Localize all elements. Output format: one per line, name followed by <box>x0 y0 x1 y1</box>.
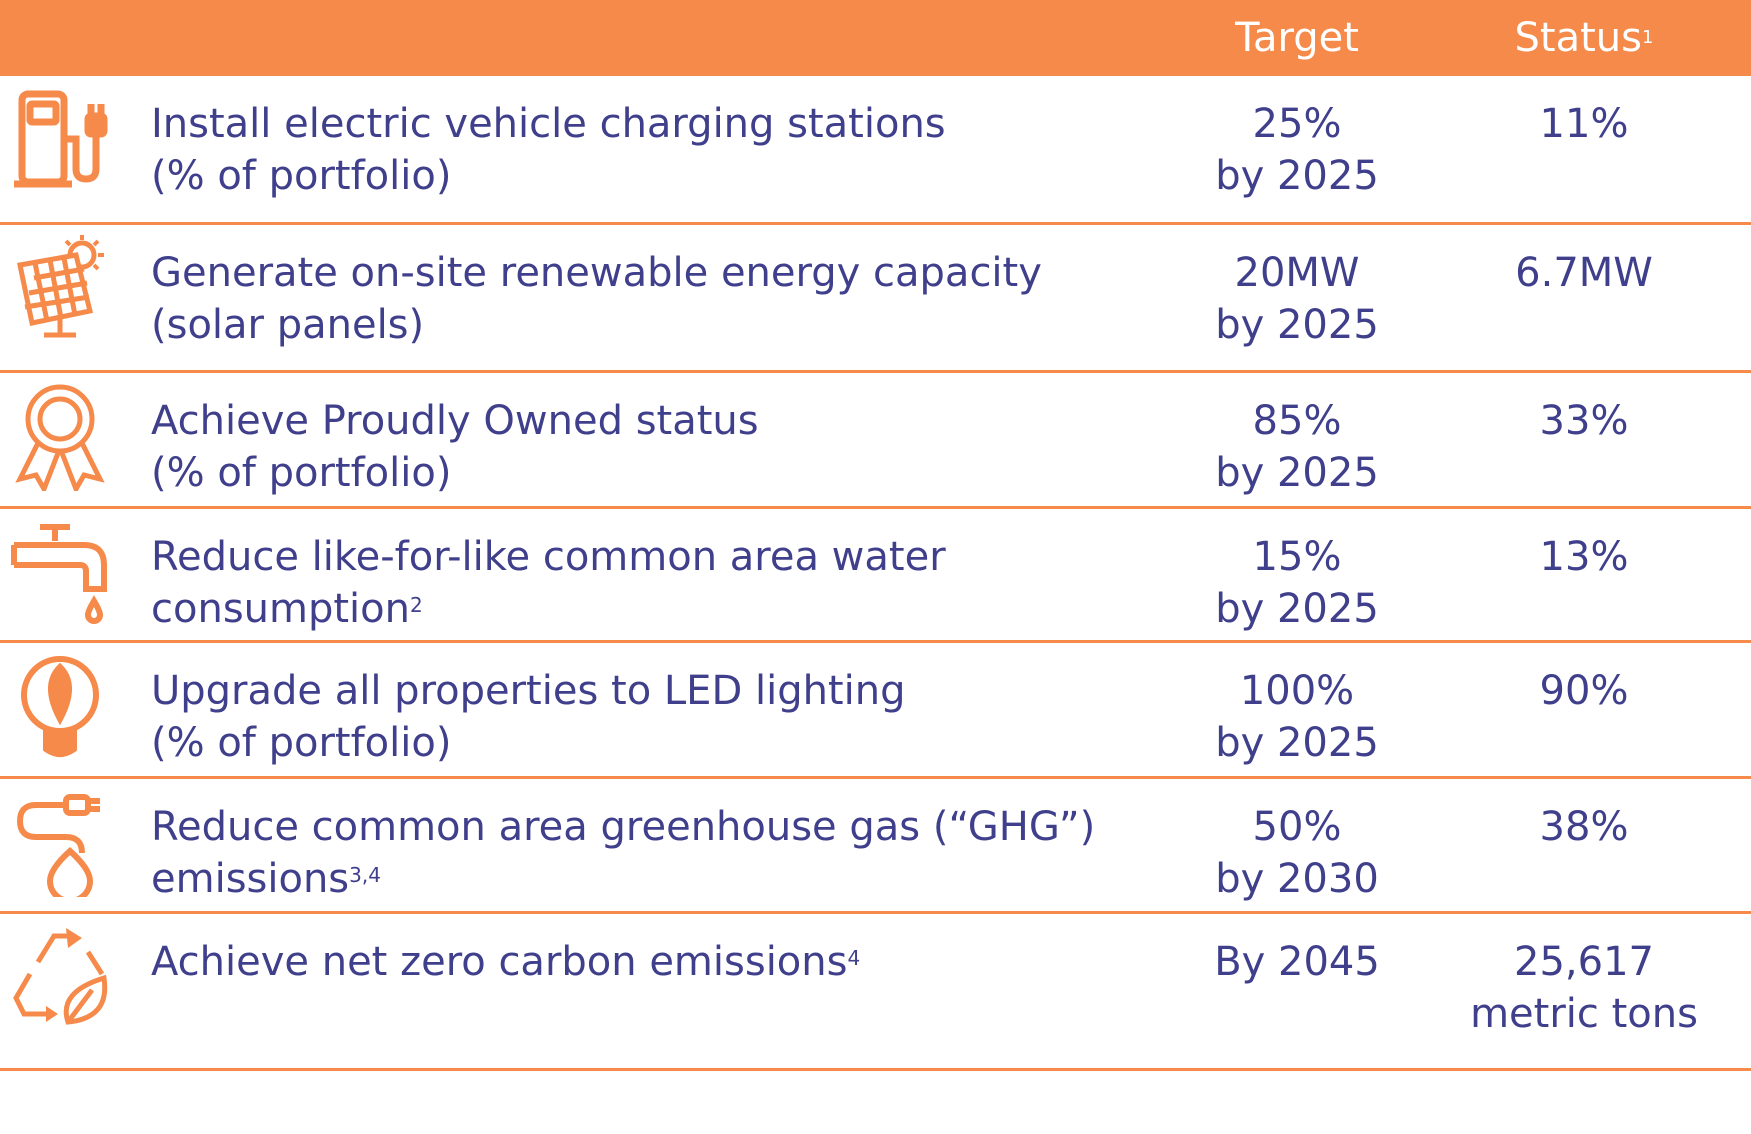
row-target: By 2045 <box>1214 939 1380 985</box>
row-status: 11% <box>1539 101 1629 147</box>
row-description: Achieve Proudly Owned status (% of portf… <box>151 398 759 496</box>
row-description: Install electric vehicle charging statio… <box>151 101 946 199</box>
row-description: Reduce common area greenhouse gas (“GHG”… <box>151 804 1096 902</box>
table-row: Reduce like-for-like common area water c… <box>0 509 1751 643</box>
footnote-marker: 2 <box>409 593 423 617</box>
row-target: 100% by 2025 <box>1215 668 1379 766</box>
row-description: Generate on-site renewable energy capaci… <box>151 250 1042 348</box>
row-status: 90% <box>1539 668 1629 714</box>
table-header: Target Status1 <box>0 0 1751 76</box>
table-row: Install electric vehicle charging statio… <box>0 76 1751 225</box>
row-target: 15% by 2025 <box>1215 534 1379 632</box>
row-target: 50% by 2030 <box>1215 804 1379 902</box>
row-target: 85% by 2025 <box>1215 398 1379 496</box>
recycle-leaf-icon <box>0 914 125 1068</box>
footnote-marker: 1 <box>1642 27 1654 48</box>
table-row: Generate on-site renewable energy capaci… <box>0 225 1751 373</box>
row-status: 25,617 metric tons <box>1470 939 1698 1037</box>
table-row: Upgrade all properties to LED lighting (… <box>0 643 1751 779</box>
table-row: Achieve net zero carbon emissions4 By 20… <box>0 914 1751 1071</box>
row-description: Upgrade all properties to LED lighting (… <box>151 668 906 766</box>
ev-charger-icon <box>0 76 125 222</box>
table-row: Achieve Proudly Owned status (% of portf… <box>0 373 1751 509</box>
targets-table: Target Status1 Install electric vehicle … <box>0 0 1751 1071</box>
row-status: 6.7MW <box>1515 250 1653 296</box>
row-target: 20MW by 2025 <box>1215 250 1379 348</box>
row-status: 38% <box>1539 804 1629 850</box>
green-energy-plug-icon <box>0 779 125 911</box>
row-status: 13% <box>1539 534 1629 580</box>
led-bulb-icon <box>0 643 125 776</box>
row-description: Achieve net zero carbon emissions4 <box>151 939 861 985</box>
row-description: Reduce like-for-like common area water c… <box>151 534 946 632</box>
solar-panel-icon <box>0 225 125 370</box>
row-status: 33% <box>1539 398 1629 444</box>
footnote-marker: 3,4 <box>349 863 381 887</box>
award-ribbon-icon <box>0 373 125 506</box>
header-target: Target <box>1235 15 1359 61</box>
table-row: Reduce common area greenhouse gas (“GHG”… <box>0 779 1751 914</box>
water-faucet-icon <box>0 509 125 640</box>
footnote-marker: 4 <box>847 946 861 970</box>
row-target: 25% by 2025 <box>1215 101 1379 199</box>
header-status: Status1 <box>1514 15 1654 61</box>
